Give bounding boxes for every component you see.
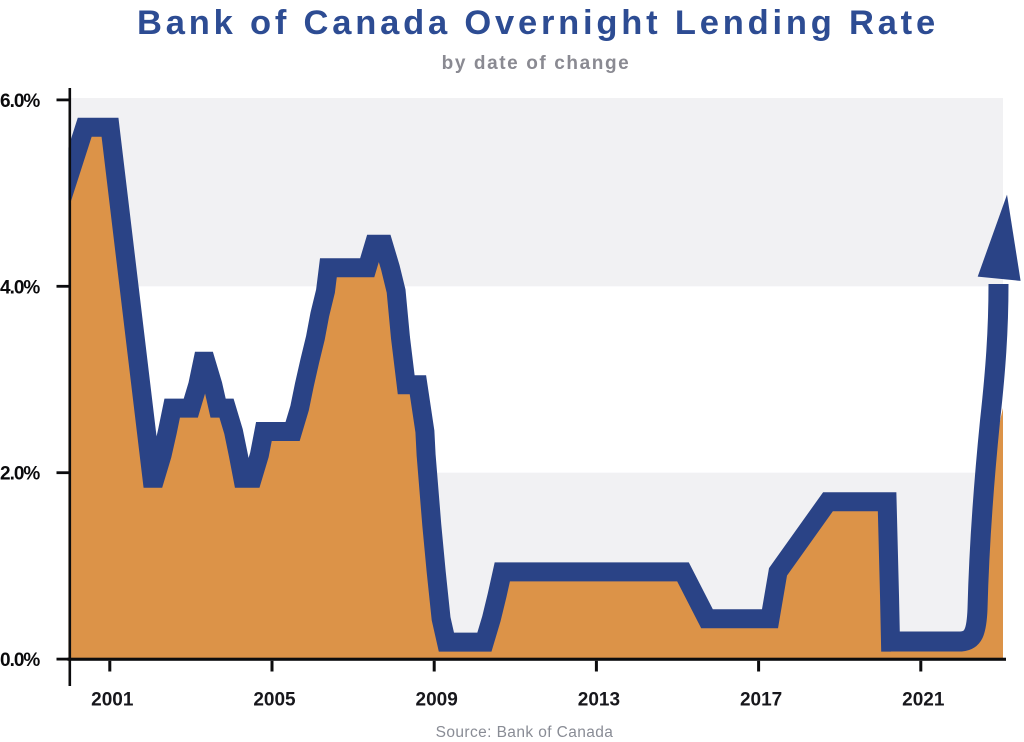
svg-text:2009: 2009	[416, 690, 458, 711]
svg-text:6.0%: 6.0%	[0, 91, 40, 112]
svg-text:2013: 2013	[578, 690, 620, 711]
svg-text:0.0%: 0.0%	[0, 650, 40, 671]
svg-text:by date of change: by date of change	[442, 53, 631, 74]
svg-text:2005: 2005	[253, 690, 296, 711]
svg-text:2.0%: 2.0%	[0, 464, 40, 485]
svg-text:4.0%: 4.0%	[0, 277, 40, 298]
svg-text:2001: 2001	[91, 690, 134, 711]
svg-text:Source: Bank of Canada: Source: Bank of Canada	[436, 724, 614, 741]
svg-text:Bank of Canada Overnight Lendi: Bank of Canada Overnight Lending Rate	[137, 4, 939, 42]
svg-text:2021: 2021	[902, 690, 945, 711]
svg-text:2017: 2017	[740, 690, 782, 711]
